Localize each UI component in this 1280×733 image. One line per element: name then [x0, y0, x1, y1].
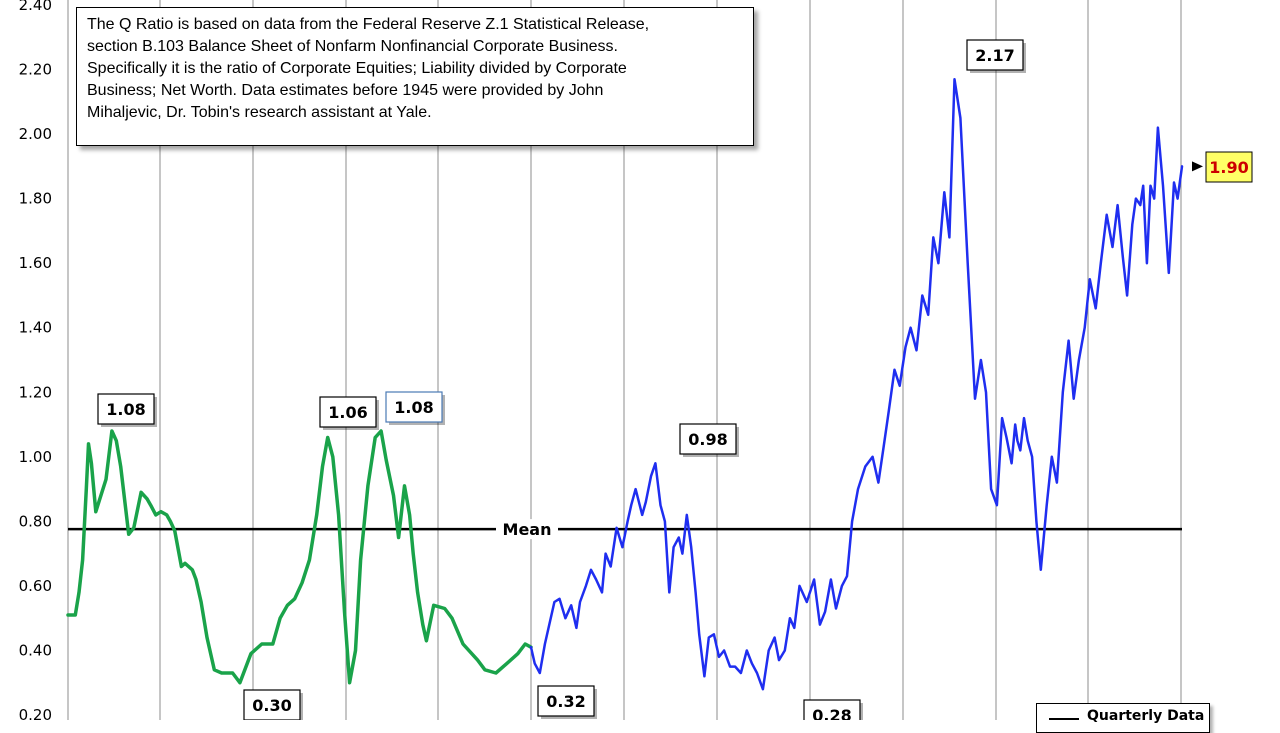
- callout-0-28: 0.28: [803, 699, 863, 720]
- callout-box: [537, 685, 595, 717]
- series-line-2: [529, 77, 1184, 691]
- note-line-2: section B.103 Balance Sheet of Nonfarm N…: [87, 38, 618, 55]
- mean-label: Mean: [503, 520, 552, 539]
- callout-label: 2.17: [975, 46, 1014, 65]
- callout-box: [679, 423, 737, 455]
- callout-label: 1.06: [328, 403, 367, 422]
- y-tick-label: 2.20: [19, 61, 52, 79]
- methodology-note-box: The Q Ratio is based on data from the Fe…: [76, 7, 754, 146]
- callout-box: [97, 393, 155, 425]
- y-tick-label: 2.40: [19, 0, 52, 14]
- callout-label: 0.32: [546, 692, 585, 711]
- callout-box: [803, 699, 861, 720]
- callout-2-17: 2.17: [966, 39, 1026, 73]
- callout-0-98: 0.98: [679, 423, 739, 457]
- note-line-3: Specifically it is the ratio of Corporat…: [87, 60, 627, 77]
- callout-box: [1205, 151, 1253, 183]
- callout-label: 1.08: [394, 398, 433, 417]
- callout-box: [319, 396, 377, 428]
- callout-label: 0.98: [688, 430, 727, 449]
- series-lines: [66, 77, 1184, 691]
- y-tick-label: 0.80: [19, 512, 52, 530]
- callout-label: 1.08: [106, 400, 145, 419]
- callout-1-06: 1.06: [319, 396, 379, 430]
- callout-1-08: 1.08: [385, 391, 445, 425]
- y-tick-label: 1.60: [19, 254, 52, 272]
- y-tick-label: 1.00: [19, 448, 52, 466]
- callout-box: [966, 39, 1024, 71]
- y-tick-label: 0.20: [19, 706, 52, 720]
- legend-swatch: [1049, 718, 1079, 720]
- legend: Quarterly Data: [1036, 703, 1210, 733]
- callout-1-08: 1.08: [97, 393, 157, 427]
- callout-box: [385, 391, 443, 423]
- callout-label: 0.30: [252, 696, 291, 715]
- value-callouts: 1.08 0.30 1.06 1.08 0.32 0.98 0.28 2.17 1.90: [97, 39, 1253, 720]
- y-tick-label: 1.20: [19, 383, 52, 401]
- note-line-1: The Q Ratio is based on data from the Fe…: [87, 16, 650, 33]
- y-axis-tick-labels: 0.20 0.40 0.60 0.80 1.00 1.20 1.40 1.60 1.80 2.00…: [19, 0, 52, 720]
- y-tick-label: 1.80: [19, 190, 52, 208]
- note-line-5: Mihaljevic, Dr. Tobin's research assista…: [87, 104, 432, 121]
- callout-0-32: 0.32: [537, 685, 597, 719]
- callout-arrow: [1192, 161, 1203, 172]
- y-tick-label: 0.40: [19, 641, 52, 659]
- callout-0-30: 0.30: [243, 689, 303, 720]
- y-tick-label: 0.60: [19, 577, 52, 595]
- callout-label: 0.28: [812, 706, 851, 720]
- callout-1-90: 1.90: [1192, 151, 1253, 183]
- y-tick-label: 1.40: [19, 319, 52, 337]
- note-line-4: Business; Net Worth. Data estimates befo…: [87, 82, 604, 99]
- y-tick-label: 2.00: [19, 125, 52, 143]
- mean-label-background: [496, 519, 558, 540]
- callout-label: 1.90: [1209, 158, 1248, 177]
- callout-box: [243, 689, 301, 720]
- series-line-1: [66, 429, 533, 685]
- legend-label: Quarterly Data: [1087, 708, 1205, 724]
